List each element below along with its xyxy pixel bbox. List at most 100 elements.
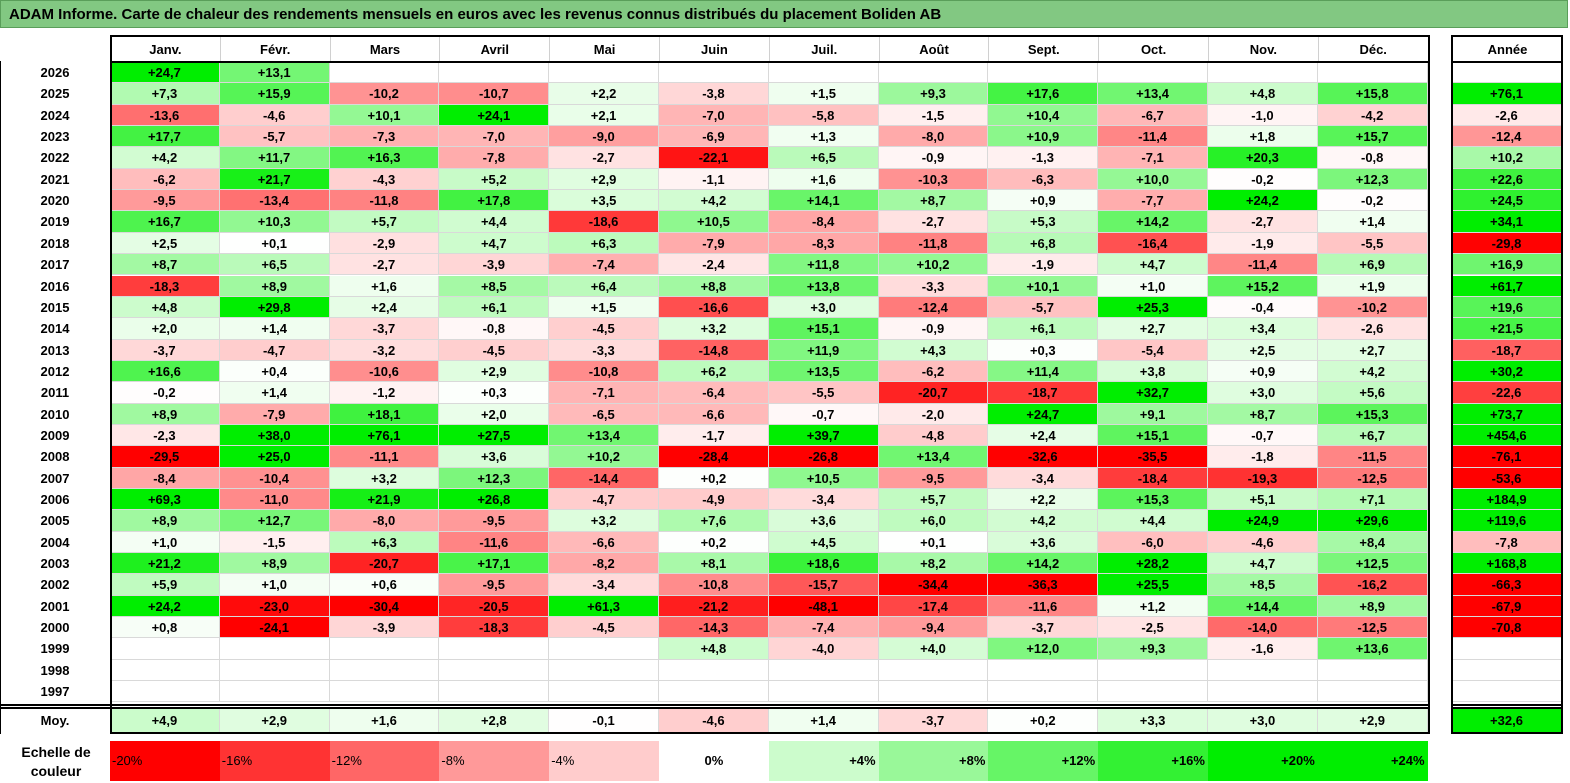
- heatmap-cell: -11,4: [1208, 254, 1318, 276]
- heatmap-cell: -7,9: [659, 232, 769, 255]
- heatmap-cell: [1098, 681, 1208, 703]
- heatmap-cell: +0,6: [329, 574, 440, 596]
- heatmap-cell: -5,5: [1317, 232, 1428, 255]
- heatmap-cell: +24,1: [439, 104, 550, 127]
- heatmap-cell: -3,4: [988, 467, 1099, 489]
- heatmap-cell: -10,6: [329, 360, 440, 383]
- heatmap-cell: +6,0: [878, 510, 989, 532]
- heatmap-cell: -19,3: [1208, 467, 1318, 489]
- heatmap-cell: +21,9: [329, 489, 440, 511]
- average-cell: +1,6: [329, 708, 440, 733]
- heatmap-cell: [549, 681, 659, 703]
- annual-cell: +10,2: [1452, 147, 1562, 169]
- heatmap-cell: -6,2: [110, 168, 220, 191]
- heatmap-cell: +8,7: [878, 190, 989, 212]
- heatmap-cell: -8,4: [110, 467, 220, 489]
- heatmap-cell: -1,9: [988, 254, 1099, 276]
- heatmap-cell: +9,3: [878, 83, 989, 105]
- heatmap-cell: -20,7: [878, 382, 989, 404]
- heatmap-cell: +18,6: [768, 553, 879, 575]
- heatmap-cell: -11,8: [878, 232, 989, 255]
- heatmap-cell: +8,4: [1317, 531, 1428, 554]
- heatmap-cell: -2,7: [329, 254, 440, 276]
- separator-line: [110, 61, 1430, 63]
- heatmap-cell: -11,5: [1317, 446, 1428, 468]
- heatmap-cell: -7,9: [219, 403, 330, 425]
- heatmap-cell: -1,5: [878, 104, 989, 127]
- heatmap-cell: +6,5: [219, 254, 330, 276]
- heatmap-cell: +2,5: [110, 232, 220, 255]
- heatmap-cell: -0,2: [1317, 190, 1428, 212]
- heatmap-cell: +4,3: [878, 339, 989, 361]
- heatmap-cell: +8,7: [110, 254, 220, 276]
- heatmap-cell: +3,2: [329, 467, 440, 489]
- heatmap-cell: [768, 62, 879, 84]
- scale-label-line1: Echelle de: [21, 744, 91, 760]
- heatmap-cell: -5,5: [768, 382, 879, 404]
- heatmap-cell: +8,9: [219, 553, 330, 575]
- heatmap-cell: -7,4: [549, 254, 659, 276]
- scale-swatch: -12%: [329, 741, 440, 781]
- heatmap-cell: +0,9: [988, 190, 1099, 212]
- year-label: 2007: [40, 470, 70, 486]
- heatmap-cell: +13,4: [1098, 83, 1208, 105]
- scale-swatch: -4%: [549, 741, 659, 781]
- heatmap-cell: +20,3: [1208, 147, 1318, 169]
- heatmap-cell: -1,3: [988, 147, 1099, 169]
- annual-cell: +19,6: [1452, 296, 1562, 319]
- heatmap-cell: +4,2: [988, 510, 1099, 532]
- heatmap-cell: +13,1: [219, 62, 330, 84]
- year-header: Année: [1452, 37, 1562, 62]
- heatmap-cell: +4,7: [1208, 553, 1318, 575]
- heatmap-cell: -4,3: [329, 168, 440, 191]
- heatmap-cell: +26,8: [439, 489, 550, 511]
- heatmap-cell: [219, 659, 330, 682]
- heatmap-cell: -11,6: [439, 531, 550, 554]
- heatmap-cell: +27,5: [439, 424, 550, 447]
- heatmap-cell: -1,6: [1208, 638, 1318, 660]
- heatmap-cell: -5,7: [988, 296, 1099, 319]
- heatmap-cell: +29,6: [1317, 510, 1428, 532]
- heatmap-cell: +5,2: [439, 168, 550, 191]
- heatmap-cell: -21,2: [659, 595, 769, 618]
- heatmap-cell: -3,9: [329, 617, 440, 639]
- heatmap-cell: -14,8: [659, 339, 769, 361]
- heatmap-cell: -16,4: [1098, 232, 1208, 255]
- heatmap-cell: -5,8: [768, 104, 879, 127]
- heatmap-cell: +10,0: [1098, 168, 1208, 191]
- month-header: Déc.: [1317, 37, 1428, 62]
- heatmap-cell: +2,5: [1208, 339, 1318, 361]
- heatmap-cell: +13,6: [1317, 638, 1428, 660]
- heatmap-cell: -8,2: [549, 553, 659, 575]
- heatmap-cell: +4,5: [768, 531, 879, 554]
- heatmap-cell: -17,4: [878, 595, 989, 618]
- heatmap-cell: +8,5: [439, 275, 550, 297]
- heatmap-cell: +21,2: [110, 553, 220, 575]
- heatmap-cell: -3,3: [878, 275, 989, 297]
- heatmap-cell: +4,7: [1098, 254, 1208, 276]
- annual-cell: +454,6: [1452, 424, 1562, 447]
- heatmap-cell: +4,2: [659, 190, 769, 212]
- heatmap-cell: +6,1: [988, 318, 1099, 340]
- heatmap-cell: -9,4: [878, 617, 989, 639]
- heatmap-cell: [329, 681, 440, 703]
- heatmap-cell: -1,9: [1208, 232, 1318, 255]
- annual-cell: [1452, 62, 1562, 84]
- heatmap-cell: +11,7: [219, 147, 330, 169]
- month-header: Sept.: [988, 37, 1099, 62]
- heatmap-cell: +17,7: [110, 126, 220, 148]
- year-label: 2011: [40, 385, 70, 401]
- heatmap-cell: +4,8: [110, 296, 220, 319]
- heatmap-cell: +1,0: [219, 574, 330, 596]
- annual-cell: -67,9: [1452, 595, 1562, 618]
- heatmap-cell: +25,5: [1098, 574, 1208, 596]
- title-bar: ADAM Informe. Carte de chaleur des rende…: [0, 0, 1568, 28]
- heatmap-cell: -4,6: [1208, 531, 1318, 554]
- heatmap-cell: -4,6: [219, 104, 330, 127]
- heatmap-cell: +13,8: [768, 275, 879, 297]
- heatmap-cell: -10,2: [1317, 296, 1428, 319]
- annual-cell: -7,8: [1452, 531, 1562, 554]
- heatmap-cell: +4,7: [439, 232, 550, 255]
- year-label: 2005: [40, 513, 70, 529]
- heatmap-cell: +8,5: [1208, 574, 1318, 596]
